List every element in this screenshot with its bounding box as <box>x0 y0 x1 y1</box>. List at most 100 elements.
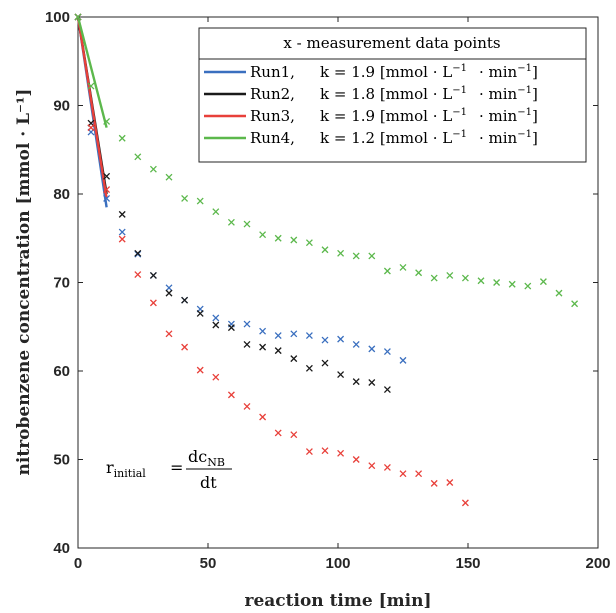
data-point-run3 <box>103 186 111 194</box>
data-point-run2 <box>352 378 360 386</box>
data-point-run4 <box>477 277 485 285</box>
data-point-run2 <box>118 210 126 218</box>
data-point-run3 <box>134 271 142 278</box>
legend-rate-run3: k = 1.9 [mmol · L−1 · min−1] <box>320 107 538 125</box>
data-point-run1 <box>399 356 407 364</box>
y-tick-label: 60 <box>53 363 70 380</box>
data-point-run4 <box>243 220 251 228</box>
data-point-run2 <box>196 310 204 317</box>
data-point-run3 <box>337 449 345 457</box>
data-point-run3 <box>87 124 95 132</box>
data-point-run2 <box>227 324 235 332</box>
data-point-run4 <box>493 279 501 286</box>
data-point-run3 <box>274 429 282 437</box>
y-tick-label: 50 <box>53 452 70 469</box>
data-point-run4 <box>383 267 391 275</box>
data-point-run3 <box>415 470 423 478</box>
data-point-run2 <box>383 386 391 394</box>
data-point-run1 <box>243 320 251 328</box>
data-point-run1 <box>368 345 376 353</box>
data-point-run3 <box>243 402 251 410</box>
data-point-run3 <box>352 456 360 463</box>
legend-name-run2: Run2, <box>250 85 295 103</box>
data-point-run4 <box>399 263 407 271</box>
annotation-numerator: dcNB <box>188 447 225 469</box>
data-point-run4 <box>87 82 95 90</box>
data-point-run4 <box>461 274 469 282</box>
data-point-run1 <box>383 348 391 355</box>
data-point-run3 <box>399 470 407 478</box>
data-point-run3 <box>321 447 329 455</box>
data-point-run3 <box>165 330 173 338</box>
x-tick-label: 0 <box>74 555 82 572</box>
data-point-run3 <box>118 235 126 243</box>
y-tick-label: 90 <box>53 98 70 115</box>
data-point-run4 <box>337 249 345 257</box>
data-point-run4 <box>368 252 376 260</box>
legend-name-run3: Run3, <box>250 107 295 125</box>
data-point-run3 <box>446 479 454 486</box>
data-point-run4 <box>212 208 220 216</box>
data-point-run4 <box>149 165 157 173</box>
x-axis-title: reaction time [min] <box>245 591 432 611</box>
data-point-run1 <box>290 330 298 338</box>
data-point-run4 <box>305 239 313 247</box>
data-point-run2 <box>103 172 111 180</box>
data-point-run4 <box>196 197 204 205</box>
data-point-run4 <box>290 236 298 244</box>
data-point-run4 <box>446 271 454 279</box>
legend-rate-run4: k = 1.2 [mmol · L−1 · min−1] <box>320 129 538 147</box>
data-point-run2 <box>274 347 282 355</box>
x-tick-label: 200 <box>585 555 610 572</box>
data-point-run4 <box>103 117 111 125</box>
data-point-run3 <box>181 343 189 351</box>
legend-entries: Run1, k = 1.9 [mmol · L−1 · min−1] Run2, k =… <box>204 63 538 147</box>
legend-name-run4: Run4, <box>250 129 295 147</box>
data-point-run1 <box>337 335 345 343</box>
data-point-run3 <box>368 462 376 470</box>
data-markers <box>74 13 579 507</box>
legend-header: x - measurement data points <box>283 34 500 52</box>
x-tick-label: 50 <box>200 555 217 572</box>
legend-rate-run1: k = 1.9 [mmol · L−1 · min−1] <box>320 63 538 81</box>
data-point-run1 <box>165 284 173 292</box>
data-point-run3 <box>259 413 267 421</box>
data-point-run3 <box>196 366 204 374</box>
data-point-run3 <box>227 391 235 399</box>
annotation-denominator: dt <box>200 473 217 492</box>
data-point-run2 <box>243 340 251 348</box>
data-point-run4 <box>181 194 189 202</box>
data-point-run1 <box>305 332 313 340</box>
data-point-run4 <box>430 274 438 282</box>
data-point-run1 <box>118 228 126 236</box>
data-point-run2 <box>181 296 189 304</box>
x-tick-label: 100 <box>325 555 350 572</box>
annotation-equals: = <box>170 458 183 477</box>
data-point-run4 <box>352 252 360 260</box>
data-point-run4 <box>165 173 173 181</box>
data-point-run4 <box>274 234 282 242</box>
y-tick-label: 40 <box>53 540 70 557</box>
data-point-run3 <box>461 499 469 507</box>
data-point-run3 <box>383 464 391 471</box>
data-point-run2 <box>149 271 157 279</box>
data-point-run2 <box>337 371 345 378</box>
data-point-run4 <box>134 153 142 161</box>
y-tick-label: 100 <box>45 9 70 26</box>
data-point-run2 <box>368 379 376 386</box>
data-point-run4 <box>74 13 82 21</box>
data-point-run3 <box>290 431 298 439</box>
data-point-run4 <box>539 278 547 286</box>
fit-line-run4 <box>76 16 108 128</box>
legend-name-run1: Run1, <box>250 63 295 81</box>
legend: x - measurement data points Run1, k = 1.9… <box>198 27 587 163</box>
data-point-run1 <box>212 314 220 322</box>
data-point-run2 <box>259 343 267 351</box>
legend-rate-run2: k = 1.8 [mmol · L−1 · min−1] <box>320 85 538 103</box>
data-point-run3 <box>212 373 220 381</box>
axis-ticks: 0 50 100 150 200 40 50 60 70 80 90 100 <box>45 9 611 572</box>
data-point-run4 <box>508 280 516 288</box>
data-point-run4 <box>321 246 329 254</box>
x-tick-label: 150 <box>455 555 480 572</box>
